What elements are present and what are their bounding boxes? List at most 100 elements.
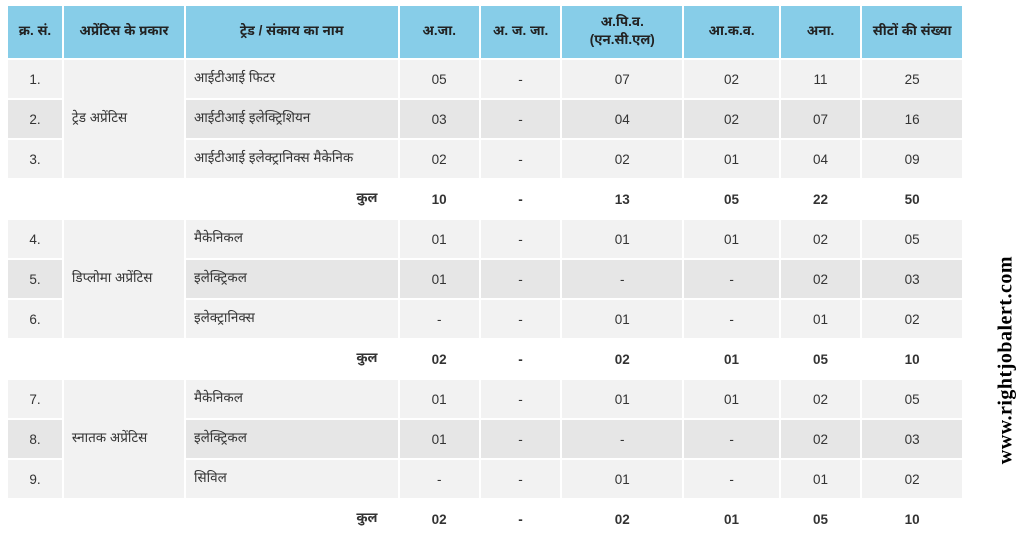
subtotal-row: कुल02-02010510: [7, 339, 963, 379]
cell-st: -: [480, 419, 561, 459]
cell-trade: इलेक्ट्रिकल: [185, 419, 399, 459]
cell-sn: 3.: [7, 139, 63, 179]
cell-ur: 02: [780, 379, 861, 419]
subtotal-st: -: [480, 499, 561, 539]
table-header-row: क्र. सं. अप्रेंटिस के प्रकार ट्रेड / संक…: [7, 5, 963, 59]
cell-ur: 07: [780, 99, 861, 139]
cell-trade: आईटीआई फिटर: [185, 59, 399, 99]
cell-total: 25: [861, 59, 963, 99]
cell-sc: 05: [399, 59, 480, 99]
col-sc: अ.जा.: [399, 5, 480, 59]
col-ur: अना.: [780, 5, 861, 59]
cell-trade: आईटीआई इलेक्ट्रानिक्स मैकेनिक: [185, 139, 399, 179]
cell-sc: -: [399, 299, 480, 339]
subtotal-total: 10: [861, 339, 963, 379]
cell-total: 05: [861, 219, 963, 259]
cell-obc: 02: [561, 139, 683, 179]
cell-trade: मैकेनिकल: [185, 219, 399, 259]
cell-sc: 01: [399, 219, 480, 259]
cell-ews: -: [683, 299, 780, 339]
cell-obc: -: [561, 419, 683, 459]
cell-ews: 02: [683, 59, 780, 99]
subtotal-row: कुल02-02010510: [7, 499, 963, 539]
cell-st: -: [480, 59, 561, 99]
subtotal-ews: 01: [683, 339, 780, 379]
subtotal-label: कुल: [7, 499, 399, 539]
cell-obc: 01: [561, 459, 683, 499]
cell-obc: 01: [561, 379, 683, 419]
subtotal-total: 10: [861, 499, 963, 539]
watermark-text: www.rightjobalert.com: [995, 256, 1018, 464]
cell-st: -: [480, 259, 561, 299]
cell-ews: 01: [683, 139, 780, 179]
cell-ews: 01: [683, 379, 780, 419]
cell-sc: 03: [399, 99, 480, 139]
subtotal-st: -: [480, 179, 561, 219]
cell-ur: 02: [780, 419, 861, 459]
cell-st: -: [480, 459, 561, 499]
subtotal-label: कुल: [7, 179, 399, 219]
subtotal-row: कुल10-13052250: [7, 179, 963, 219]
cell-obc: -: [561, 259, 683, 299]
cell-st: -: [480, 379, 561, 419]
cell-sn: 9.: [7, 459, 63, 499]
cell-total: 02: [861, 299, 963, 339]
cell-sn: 1.: [7, 59, 63, 99]
table-row: 7.स्नातक अप्रेंटिसमैकेनिकल01-01010205: [7, 379, 963, 419]
cell-ews: -: [683, 259, 780, 299]
subtotal-ur: 22: [780, 179, 861, 219]
col-total: सीटों की संख्या: [861, 5, 963, 59]
cell-st: -: [480, 219, 561, 259]
cell-apprentice-type: स्नातक अप्रेंटिस: [63, 379, 185, 499]
col-trade: ट्रेड / संकाय का नाम: [185, 5, 399, 59]
cell-total: 16: [861, 99, 963, 139]
cell-obc: 07: [561, 59, 683, 99]
cell-trade: मैकेनिकल: [185, 379, 399, 419]
subtotal-obc: 02: [561, 339, 683, 379]
subtotal-sc: 02: [399, 499, 480, 539]
cell-ur: 02: [780, 219, 861, 259]
cell-sn: 8.: [7, 419, 63, 459]
cell-sn: 6.: [7, 299, 63, 339]
cell-obc: 01: [561, 219, 683, 259]
subtotal-label: कुल: [7, 339, 399, 379]
cell-ur: 01: [780, 459, 861, 499]
subtotal-obc: 13: [561, 179, 683, 219]
cell-sn: 7.: [7, 379, 63, 419]
subtotal-ews: 01: [683, 499, 780, 539]
subtotal-sc: 02: [399, 339, 480, 379]
cell-total: 03: [861, 419, 963, 459]
subtotal-obc: 02: [561, 499, 683, 539]
cell-trade: आईटीआई इलेक्ट्रिशियन: [185, 99, 399, 139]
cell-apprentice-type: ट्रेड अप्रेंटिस: [63, 59, 185, 179]
cell-total: 09: [861, 139, 963, 179]
col-ews: आ.क.व.: [683, 5, 780, 59]
subtotal-sc: 10: [399, 179, 480, 219]
cell-sn: 5.: [7, 259, 63, 299]
cell-sc: 02: [399, 139, 480, 179]
cell-ews: 02: [683, 99, 780, 139]
subtotal-ur: 05: [780, 499, 861, 539]
cell-ur: 04: [780, 139, 861, 179]
cell-obc: 01: [561, 299, 683, 339]
cell-total: 05: [861, 379, 963, 419]
cell-obc: 04: [561, 99, 683, 139]
cell-ews: -: [683, 459, 780, 499]
col-st: अ. ज. जा.: [480, 5, 561, 59]
cell-st: -: [480, 299, 561, 339]
cell-trade: सिविल: [185, 459, 399, 499]
cell-sc: 01: [399, 379, 480, 419]
col-sn: क्र. सं.: [7, 5, 63, 59]
cell-sc: 01: [399, 419, 480, 459]
col-type: अप्रेंटिस के प्रकार: [63, 5, 185, 59]
cell-ur: 11: [780, 59, 861, 99]
cell-ews: -: [683, 419, 780, 459]
cell-ews: 01: [683, 219, 780, 259]
vacancy-table-container: क्र. सं. अप्रेंटिस के प्रकार ट्रेड / संक…: [0, 0, 970, 544]
vacancy-table: क्र. सं. अप्रेंटिस के प्रकार ट्रेड / संक…: [6, 4, 964, 540]
col-obc: अ.पि.व. (एन.सी.एल): [561, 5, 683, 59]
cell-sn: 4.: [7, 219, 63, 259]
subtotal-ews: 05: [683, 179, 780, 219]
subtotal-st: -: [480, 339, 561, 379]
cell-trade: इलेक्ट्रिकल: [185, 259, 399, 299]
